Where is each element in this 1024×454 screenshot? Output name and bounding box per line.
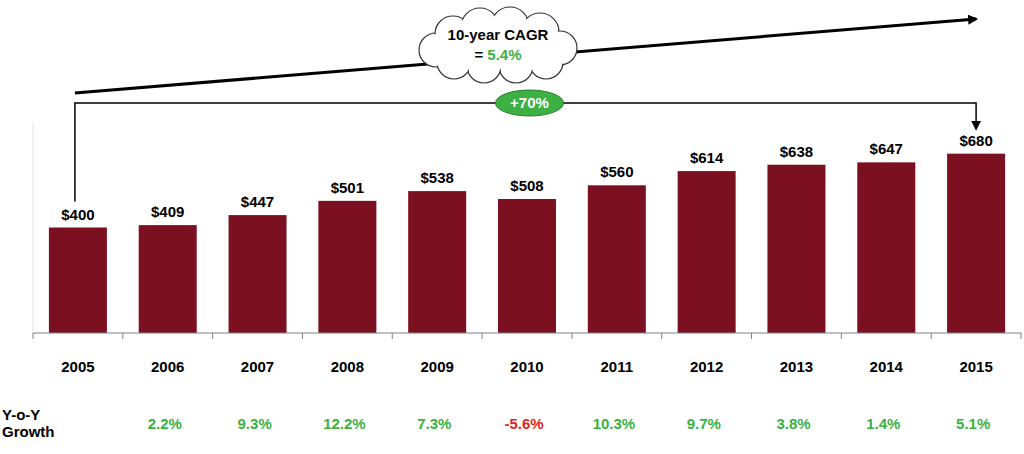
x-tick-label: 2013 — [780, 358, 813, 375]
bar — [857, 162, 915, 333]
bar — [947, 154, 1005, 333]
data-label: $680 — [959, 132, 992, 149]
data-label: $409 — [151, 203, 184, 220]
x-tick-label: 2007 — [241, 358, 274, 375]
bar — [139, 225, 197, 333]
x-tick-label: 2014 — [870, 358, 904, 375]
data-label: $538 — [420, 169, 453, 186]
chart: $400 $409 $447 $501 $538 $508 $560 $614 $638 $647… — [0, 0, 1024, 454]
bar — [767, 165, 825, 333]
yoy-row-label-line: Growth — [2, 423, 55, 440]
yoy-row-label: Y-o-YGrowth — [2, 406, 55, 440]
yoy-row-label-line: Y-o-Y — [2, 406, 40, 423]
bars — [49, 154, 1005, 333]
yoy-growth-label: 10.3% — [593, 415, 636, 432]
bar — [498, 199, 556, 333]
x-tick-separator — [931, 333, 932, 339]
x-tick-label: 2012 — [690, 358, 723, 375]
yoy-growth-label: 2.2% — [148, 415, 182, 432]
yoy-growth-label: 1.4% — [866, 415, 900, 432]
x-tick-separator — [212, 333, 213, 339]
trend-arrow — [75, 19, 976, 93]
data-label: $614 — [690, 149, 724, 166]
x-tick-separator — [661, 333, 662, 339]
x-tick-separator — [841, 333, 842, 339]
x-tick-separator — [571, 333, 572, 339]
cloud — [419, 7, 577, 83]
data-label: $508 — [510, 177, 543, 194]
growth-bracket — [75, 103, 976, 202]
growth-annotation: +70% — [510, 94, 549, 111]
bar — [588, 185, 646, 333]
data-label: $647 — [870, 140, 903, 157]
yoy-growth-label: 9.7% — [687, 415, 721, 432]
yoy-growth-label: 7.3% — [417, 415, 451, 432]
data-label: $638 — [780, 143, 813, 160]
growth-badge — [496, 90, 564, 116]
x-tick-separator — [482, 333, 483, 339]
x-tick-label: 2008 — [331, 358, 364, 375]
x-tick-separator — [122, 333, 123, 339]
x-tick-label: 2005 — [61, 358, 94, 375]
yoy-growth-label: 3.8% — [776, 415, 810, 432]
bar — [49, 228, 107, 334]
data-label: $447 — [241, 193, 274, 210]
x-tick-separator — [751, 333, 752, 339]
y-axis-line — [33, 122, 34, 333]
cloud-core — [432, 24, 564, 68]
x-tick-separator — [392, 333, 393, 339]
x-tick-label: 2015 — [959, 358, 992, 375]
yoy-growth-label: 12.2% — [323, 415, 366, 432]
cagr-value-number: 5.4% — [487, 46, 521, 63]
bar — [678, 171, 736, 333]
cagr-annotation: 10-year CAGR — [448, 26, 549, 43]
bar — [408, 191, 466, 333]
yoy-growth-label: 5.1% — [956, 415, 990, 432]
x-tick-separator — [1021, 333, 1022, 339]
data-label: $560 — [600, 163, 633, 180]
x-tick-label: 2006 — [151, 358, 184, 375]
bar — [229, 215, 287, 333]
data-label: $501 — [331, 179, 364, 196]
x-tick-separator — [33, 333, 34, 339]
cagr-value: = 5.4% — [474, 46, 521, 63]
cagr-value-prefix: = — [474, 46, 487, 63]
yoy-growth-label: 9.3% — [238, 415, 272, 432]
bar — [318, 201, 376, 333]
x-tick-separator — [302, 333, 303, 339]
yoy-growth-label: -5.6% — [504, 415, 543, 432]
x-tick-label: 2011 — [601, 358, 634, 375]
x-axis-line — [33, 333, 1021, 334]
x-tick-label: 2009 — [420, 358, 453, 375]
x-tick-label: 2010 — [510, 358, 543, 375]
data-label: $400 — [61, 206, 94, 223]
